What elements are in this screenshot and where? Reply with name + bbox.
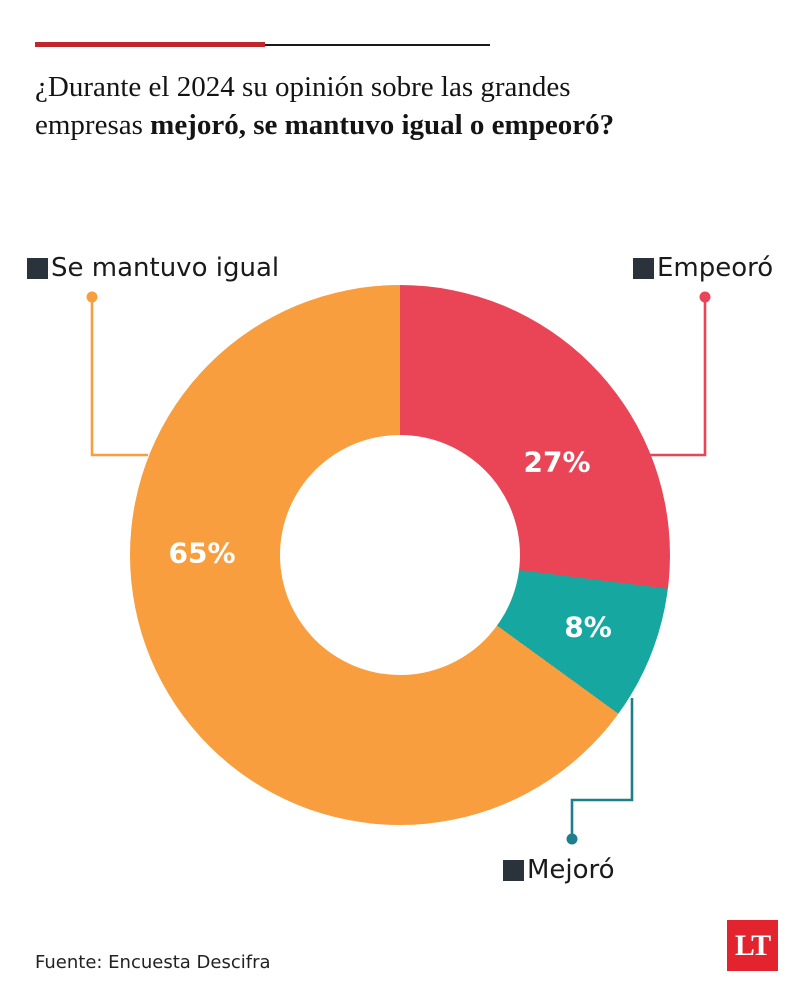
legend-label: Mejoró [527,855,615,885]
top-rule-accent [35,42,265,47]
lt-logo: LT [727,920,778,971]
legend-item-empeoro: Empeoró [633,253,773,283]
slice-value-se-mantuvo-igual: 65% [168,536,236,570]
connector-dot-mejoro [566,833,578,845]
legend-item-se-mantuvo-igual: Se mantuvo igual [27,253,279,283]
title-line2-regular: empresas [35,109,151,142]
title-line1: ¿Durante el 2024 su opinión sobre las gr… [35,71,571,103]
page-title: ¿Durante el 2024 su opinión sobre las gr… [35,68,735,145]
connector-dot-se-mantuvo-igual [86,291,98,303]
connector-dot-empeoro [699,291,711,303]
legend-square-icon [27,257,48,279]
legend-square-icon [633,257,654,279]
slice-value-mejoro: 8% [564,610,612,644]
slice-value-empeoro: 27% [523,445,591,479]
connector-empeoro [648,302,707,457]
legend-label: Se mantuvo igual [51,253,280,283]
connector-se-mantuvo-igual [90,302,148,457]
donut-hole [280,435,520,675]
source-credit: Fuente: Encuesta Descifra [35,952,271,973]
legend-square-icon [503,859,524,881]
legend-item-mejoro: Mejoró [503,855,615,885]
legend-label: Empeoró [657,253,774,283]
title-line2-bold: mejoró, se mantuvo igual o empeoró? [150,109,615,142]
